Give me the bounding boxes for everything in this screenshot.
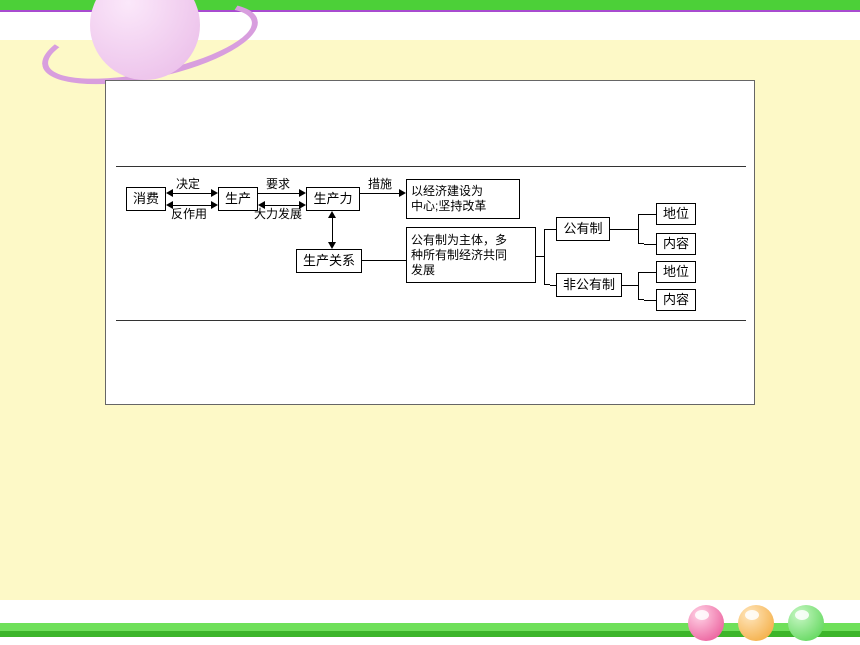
conn-bracket-n10	[644, 244, 656, 245]
conn-n6-bracket	[536, 256, 544, 257]
arrow-n3-n4	[328, 211, 337, 249]
footer-green-1	[0, 623, 860, 631]
node-policy-text: 以经济建设为中心;坚持改革	[411, 184, 486, 214]
diagram-card: 消费 生产 生产力 生产关系 以经济建设为中心;坚持改革 公有制为主体，多种所有…	[105, 80, 755, 405]
conn-bracket-n8	[550, 285, 556, 286]
conn-bracket-n12	[644, 300, 656, 301]
conn-n4-n6	[362, 260, 406, 261]
node-nonpublic: 非公有制	[556, 273, 622, 297]
node-status-2: 地位	[656, 261, 696, 283]
arrow-n1-n2-top	[166, 189, 218, 198]
conn-n7-bracket	[610, 229, 638, 230]
bracket-nonpublic	[638, 272, 644, 300]
node-content-1: 内容	[656, 233, 696, 255]
conn-bracket-n9	[644, 214, 656, 215]
node-public: 公有制	[556, 217, 610, 241]
footer-green-2	[0, 631, 860, 637]
conn-bracket-n11	[644, 272, 656, 273]
arrow-n1-n2-bot	[166, 201, 218, 210]
ball-icon-pink	[688, 605, 724, 641]
arrow-n2-n3	[258, 189, 306, 198]
ball-icon-orange	[738, 605, 774, 641]
footer-stripe	[0, 623, 860, 645]
node-status-1: 地位	[656, 203, 696, 225]
ball-icon-green	[788, 605, 824, 641]
node-policy: 以经济建设为中心;坚持改革	[406, 179, 520, 219]
node-production: 生产	[218, 187, 258, 211]
flowchart: 消费 生产 生产力 生产关系 以经济建设为中心;坚持改革 公有制为主体，多种所有…	[116, 166, 746, 321]
arrow-n3-n5	[360, 189, 406, 198]
node-ownership: 公有制为主体，多种所有制经济共同发展	[406, 227, 536, 283]
node-consumption: 消费	[126, 187, 166, 211]
node-content-2: 内容	[656, 289, 696, 311]
conn-n8-bracket	[622, 285, 638, 286]
node-relations: 生产关系	[296, 249, 362, 273]
bracket-public	[638, 214, 644, 244]
node-productivity: 生产力	[306, 187, 360, 211]
bracket-ownership	[544, 229, 550, 285]
arrow-n2-n3-b	[258, 201, 306, 210]
node-ownership-text: 公有制为主体，多种所有制经济共同发展	[411, 233, 507, 278]
conn-bracket-n7	[550, 229, 556, 230]
